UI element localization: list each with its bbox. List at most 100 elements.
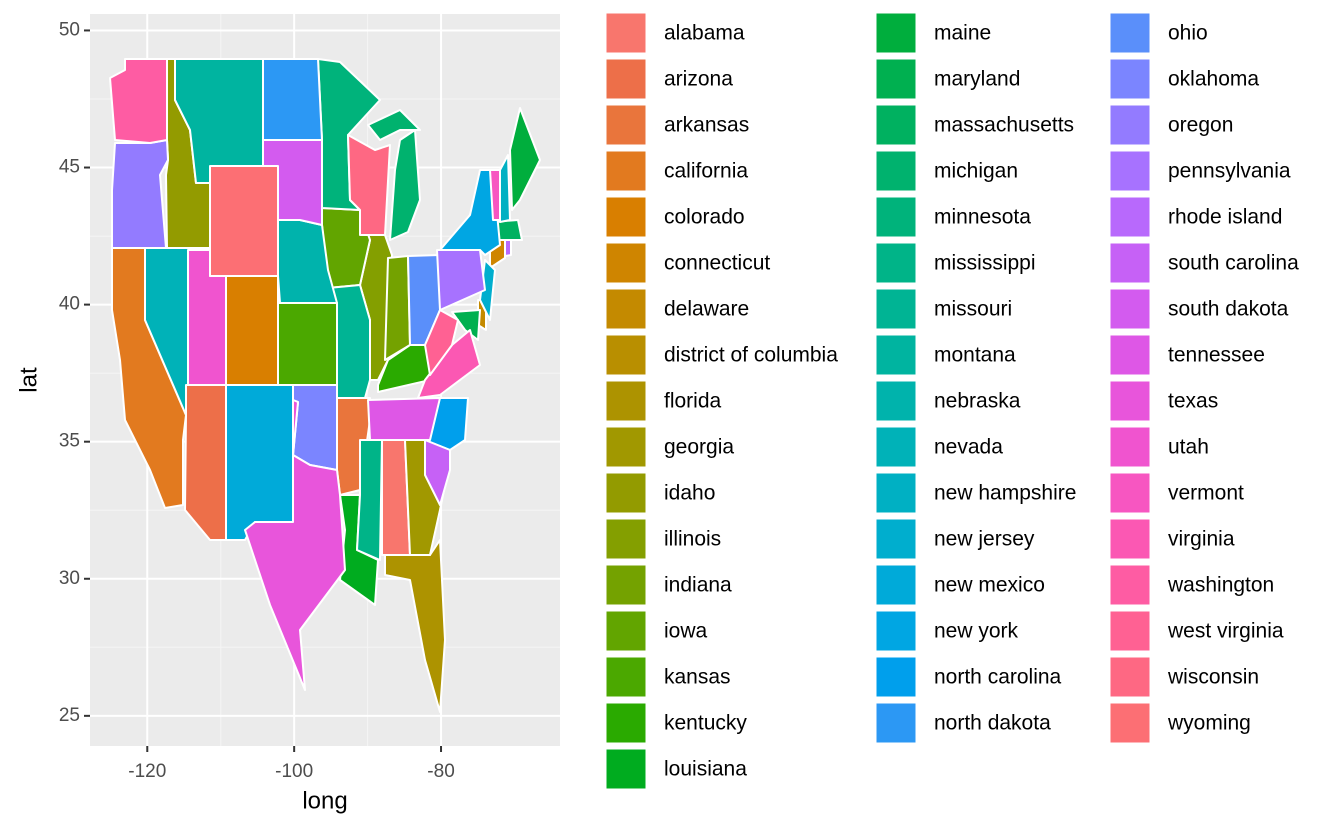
y-tick-label: 45: [59, 157, 80, 178]
legend-key: [875, 242, 917, 284]
legend-label: illinois: [664, 528, 721, 551]
state-shape: [244, 399, 346, 691]
legend-label: ohio: [1168, 22, 1208, 45]
legend-key: [605, 702, 647, 744]
legend-label: missouri: [934, 298, 1012, 321]
legend-key: [605, 58, 647, 100]
legend-label: arizona: [664, 68, 733, 91]
legend-label: california: [664, 160, 748, 183]
legend-label: louisiana: [664, 758, 747, 781]
legend-label: north carolina: [934, 666, 1062, 689]
legend-label: rhode island: [1168, 206, 1282, 229]
state-shape: [509, 107, 541, 211]
y-tick-label: 25: [59, 705, 80, 726]
state-shape: [367, 397, 441, 441]
legend-key: [875, 518, 917, 560]
legend-label: alabama: [664, 22, 745, 45]
legend-label: delaware: [664, 298, 749, 321]
state-shape: [262, 58, 323, 141]
state-shape: [327, 284, 371, 399]
legend-key: [875, 150, 917, 192]
legend-label: washington: [1167, 574, 1274, 597]
legend-key: [875, 656, 917, 698]
legend-label: new mexico: [934, 574, 1045, 597]
legend-label: oklahoma: [1168, 68, 1259, 91]
x-tick-label: -120: [128, 761, 166, 782]
legend-key: [605, 196, 647, 238]
legend-label: kansas: [664, 666, 731, 689]
legend-label: north dakota: [934, 712, 1051, 735]
state-shape: [111, 139, 169, 249]
legend-key: [1109, 564, 1151, 606]
legend-key: [605, 150, 647, 192]
legend-key: [605, 656, 647, 698]
x-axis-title: long: [302, 787, 347, 814]
legend-key: [1109, 472, 1151, 514]
legend-key: [605, 518, 647, 560]
legend-key: [1109, 150, 1151, 192]
state-shape: [292, 384, 338, 471]
x-tick-label: -100: [275, 761, 313, 782]
state-shape: [384, 255, 411, 361]
legend-key: [605, 104, 647, 146]
y-tick-label: 35: [59, 431, 80, 452]
legend-label: new jersey: [934, 528, 1035, 551]
legend-key: [1109, 656, 1151, 698]
legend-key: [1109, 12, 1151, 54]
legend-key: [605, 288, 647, 330]
legend-key: [605, 748, 647, 790]
legend-key: [875, 610, 917, 652]
state-shape: [347, 134, 391, 236]
legend-label: michigan: [934, 160, 1018, 183]
legend-key: [875, 288, 917, 330]
state-shape: [436, 249, 486, 311]
legend-label: idaho: [664, 482, 715, 505]
legend-key: [605, 610, 647, 652]
y-axis-title: lat: [15, 367, 42, 393]
state-shape: [209, 165, 279, 277]
legend-label: mississippi: [934, 252, 1036, 275]
legend-key: [1109, 426, 1151, 468]
state-shape: [424, 309, 459, 376]
legend-key: [1109, 610, 1151, 652]
legend-key: [875, 104, 917, 146]
map: [109, 58, 541, 713]
y-tick-label: 40: [59, 294, 80, 315]
y-tick-label: 50: [59, 19, 80, 40]
legend-key: [875, 380, 917, 422]
legend-key: [875, 472, 917, 514]
legend-key: [1109, 58, 1151, 100]
state-shape: [504, 239, 512, 257]
legend-key: [875, 12, 917, 54]
legend-key: [1109, 104, 1151, 146]
legend-key: [605, 564, 647, 606]
legend-label: indiana: [664, 574, 732, 597]
legend-key: [1109, 242, 1151, 284]
legend-key: [605, 472, 647, 514]
state-shape: [356, 439, 383, 561]
legend-label: arkansas: [664, 114, 749, 137]
state-shape: [451, 309, 481, 341]
legend-label: nevada: [934, 436, 1003, 459]
legend-key: [1109, 518, 1151, 560]
legend-label: oregon: [1168, 114, 1233, 137]
state-shape: [367, 109, 421, 241]
legend-key: [875, 58, 917, 100]
state-shape: [424, 439, 451, 506]
legend-key: [605, 12, 647, 54]
legend-label: kentucky: [664, 712, 747, 735]
state-shape: [489, 169, 501, 221]
legend-key: [1109, 702, 1151, 744]
legend-key: [605, 380, 647, 422]
legend-key: [605, 426, 647, 468]
state-shape: [109, 58, 168, 144]
legend-key: [1109, 288, 1151, 330]
legend-key: [875, 426, 917, 468]
legend-label: colorado: [664, 206, 745, 229]
legend-label: pennsylvania: [1168, 160, 1291, 183]
legend-key: [875, 702, 917, 744]
legend-label: tennessee: [1168, 344, 1265, 367]
x-tick-label: -80: [427, 761, 454, 782]
legend-label: wisconsin: [1167, 666, 1259, 689]
